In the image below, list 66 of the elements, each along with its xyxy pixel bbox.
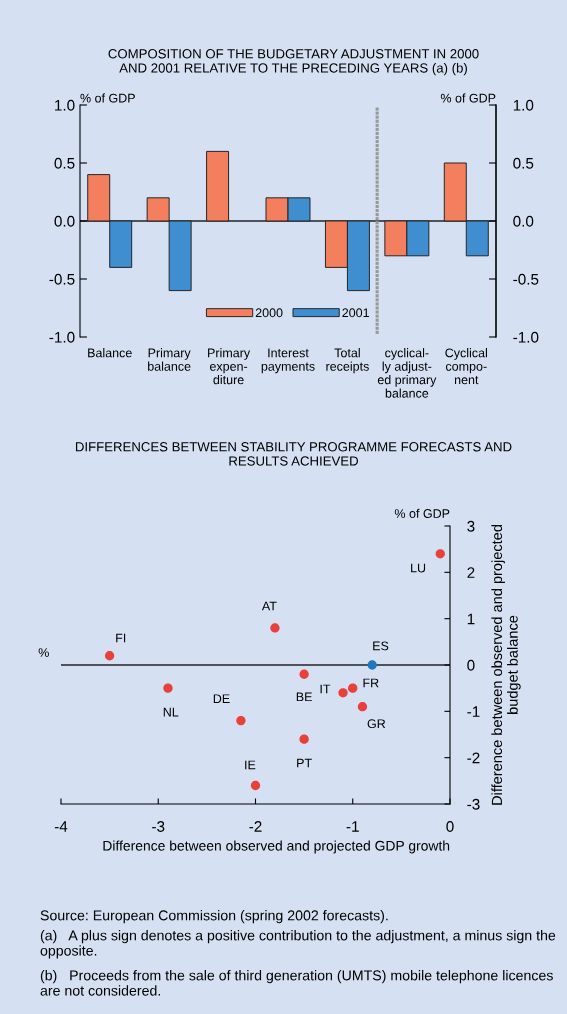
y-axis-title: % of GDP: [80, 93, 135, 103]
x-tick-label: -1: [346, 821, 359, 832]
x-tick-label: Total receipts: [326, 348, 369, 374]
x-tick-label: Primary expen- diture: [208, 348, 251, 385]
point: [270, 623, 280, 633]
point: [367, 660, 377, 670]
y-tick-label: -1: [467, 706, 480, 717]
annotation: LU: [411, 563, 426, 573]
y-tick-label: 1: [467, 613, 475, 625]
y-axis-title: Difference between observed and projected budget balance: [491, 524, 521, 805]
y2-tick-label: -0.5: [513, 273, 539, 285]
x-tick-label: -2: [249, 821, 262, 832]
x-axis-title: Difference between observed and projected GDP growth: [103, 840, 450, 854]
point: [338, 688, 348, 698]
y-tick-label: 0: [467, 659, 475, 671]
text: %: [38, 648, 49, 657]
y-tick-label: 1.0: [55, 99, 75, 111]
point: [236, 715, 246, 726]
annotation: BE: [296, 692, 312, 702]
x-tick-label: Balance: [88, 348, 132, 358]
y-tick-label: 2: [467, 567, 475, 578]
annotation: GR: [367, 719, 386, 729]
x-tick-label: Interest payments: [261, 348, 315, 374]
annotation: ES: [373, 641, 389, 651]
point: [250, 780, 261, 791]
text: % of GDP: [394, 508, 450, 518]
y-tick-label: 3: [467, 520, 475, 532]
y-tick-label: -0.5: [49, 273, 75, 285]
text: (a) A plus sign denotes a positive contribution to the adjustment, a minus sign the opposite.: [40, 930, 556, 959]
x-tick-label: 0: [446, 821, 454, 832]
y2-axis-title: % of GDP: [440, 93, 496, 103]
annotation: NL: [163, 707, 179, 717]
legend-label: 2000: [255, 308, 283, 318]
x-tick-label: -3: [152, 821, 165, 832]
x-tick-label: Cyclical compo- nent: [445, 348, 487, 385]
point: [357, 702, 368, 712]
x-tick-label: -4: [54, 821, 68, 832]
annotation: IT: [320, 684, 331, 694]
x-tick-label: cyclical- ly adjust- ed primary balance: [377, 348, 437, 398]
y-tick-label: -3: [467, 798, 480, 810]
y2-tick-label: 1.0: [513, 99, 534, 111]
point: [104, 651, 115, 661]
chart-title: COMPOSITION OF THE BUDGETARY ADJUSTMENT IN 2000 AND 2001 RELATIVE TO THE PRECEDING YEARS (a) (b): [108, 49, 479, 76]
y-tick-label: 0.5: [54, 157, 75, 169]
text: (b) Proceeds from the sale of third generation (UMTS) mobile telephone licences are not considered.: [40, 970, 553, 996]
point: [435, 549, 445, 559]
annotation: PT: [297, 758, 312, 768]
annotation: IE: [245, 760, 256, 770]
annotation: AT: [261, 601, 277, 611]
y-tick-label: 0.0: [54, 215, 75, 227]
point: [163, 683, 173, 693]
y2-tick-label: 0.0: [513, 215, 534, 227]
point: [348, 683, 358, 693]
y2-tick-label: -1.0: [513, 331, 539, 343]
y-tick-label: -2: [467, 752, 480, 764]
point: [299, 669, 309, 679]
source-note: Source: European Commission (spring 2002 forecasts).: [40, 910, 388, 924]
annotation: FR: [363, 678, 379, 688]
legend-label: 2001: [342, 308, 369, 318]
annotation: DE: [213, 694, 230, 703]
point: [299, 734, 309, 744]
annotation: FI: [116, 633, 126, 643]
y-tick-label: -1.0: [49, 331, 75, 343]
x-tick-label: Primary balance: [148, 348, 191, 371]
chart-title: DIFFERENCES BETWEEN STABILITY PROGRAMME FORECASTS AND RESULTS ACHIEVED: [75, 442, 512, 466]
y2-tick-label: 0.5: [513, 157, 534, 169]
